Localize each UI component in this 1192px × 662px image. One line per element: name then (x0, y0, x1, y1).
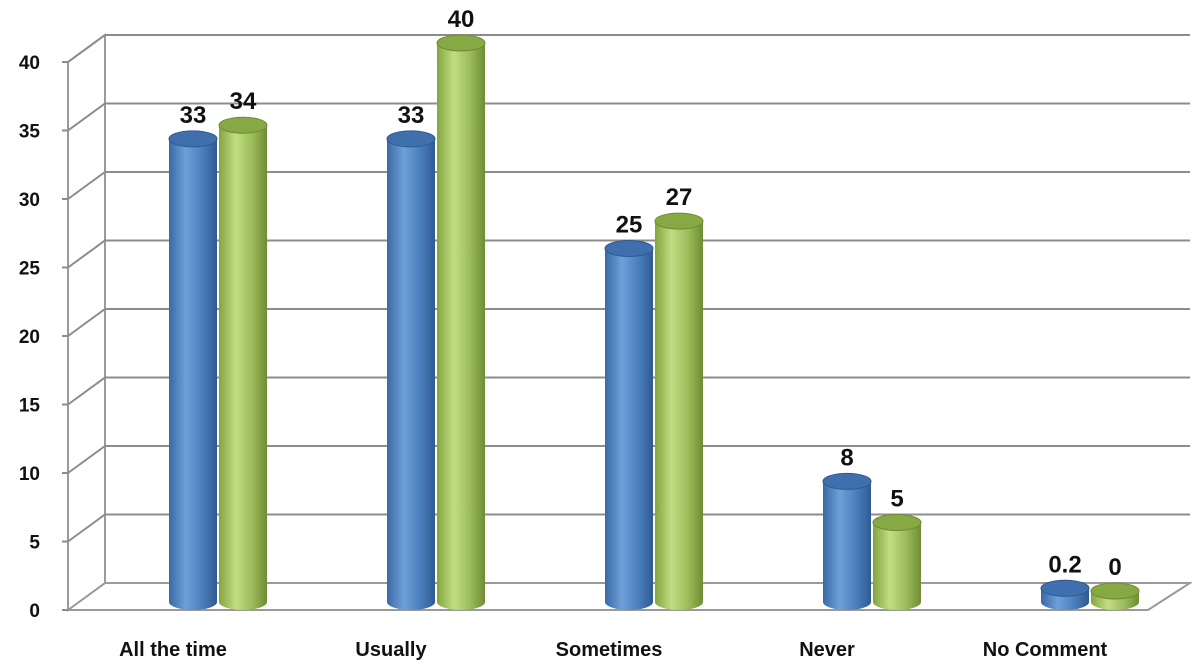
bar-top (218, 116, 268, 134)
gridline (67, 34, 1190, 63)
gridline (67, 102, 1190, 132)
bar-top (604, 240, 654, 257)
y-tick-label: 15 (19, 396, 41, 417)
bar-body (823, 481, 871, 610)
bar-body (605, 248, 653, 610)
data-label: 40 (448, 6, 475, 33)
x-category-label: No Comment (983, 639, 1108, 661)
y-tick-label: 25 (19, 259, 41, 280)
bar-no-comment-series-1 (1040, 579, 1090, 610)
bar-all-the-time-series-1 (168, 130, 218, 610)
data-label: 5 (890, 486, 903, 513)
bar-never-series-2 (872, 514, 922, 610)
bar-never-series-1 (822, 472, 872, 610)
gridline (67, 171, 1190, 200)
y-tick-label: 10 (19, 464, 40, 485)
bar-all-the-time-series-2 (218, 116, 268, 610)
x-category-label: Usually (355, 639, 427, 661)
bar-body (169, 138, 217, 610)
bars (168, 34, 1140, 610)
bar-top (436, 34, 486, 52)
bar-body (873, 522, 921, 610)
data-label: 0.2 (1048, 551, 1081, 578)
bar-sometimes-series-2 (654, 212, 704, 610)
bar-top (1040, 579, 1090, 597)
gridline (67, 308, 1190, 337)
y-tick-label: 40 (19, 53, 40, 74)
y-tick-label: 35 (19, 122, 41, 143)
bar-body (655, 221, 703, 610)
gridline (67, 376, 1190, 406)
y-tick-label: 30 (19, 190, 40, 211)
y-tick-label: 0 (29, 601, 40, 622)
x-category-label: Never (799, 639, 855, 661)
bar-sometimes-series-1 (604, 240, 654, 610)
data-label: 33 (398, 102, 425, 129)
bar-body (387, 138, 435, 610)
data-labels: 33 34 33 40 25 27 8 5 0.2 0 (180, 6, 1122, 581)
bar-no-comment-series-2 (1090, 582, 1140, 610)
y-tick-label: 5 (29, 533, 40, 554)
bar-top (168, 130, 218, 148)
x-axis-labels: All the time Usually Sometimes Never No Comm… (119, 639, 1107, 661)
bar-top (654, 212, 704, 230)
data-label: 8 (840, 444, 853, 471)
bar-top (872, 514, 922, 531)
bar-usually-series-2 (436, 34, 486, 610)
data-label: 27 (666, 184, 693, 211)
y-tick-label: 20 (19, 327, 40, 348)
data-label: 33 (180, 102, 207, 129)
data-label: 25 (616, 212, 643, 239)
bar-usually-series-1 (386, 130, 436, 610)
data-label: 0 (1108, 554, 1121, 581)
bar-body (437, 43, 485, 610)
data-label: 34 (230, 88, 257, 115)
y-axis-ticks: 0 5 10 15 20 25 30 35 40 (19, 53, 68, 622)
x-category-label: All the time (119, 639, 227, 661)
gridline (67, 445, 1190, 474)
bar-top (822, 472, 872, 490)
bar-top (1090, 582, 1140, 600)
bar-body (219, 125, 267, 610)
bar-top (386, 130, 436, 148)
x-category-label: Sometimes (556, 639, 663, 661)
gridline (67, 239, 1190, 269)
